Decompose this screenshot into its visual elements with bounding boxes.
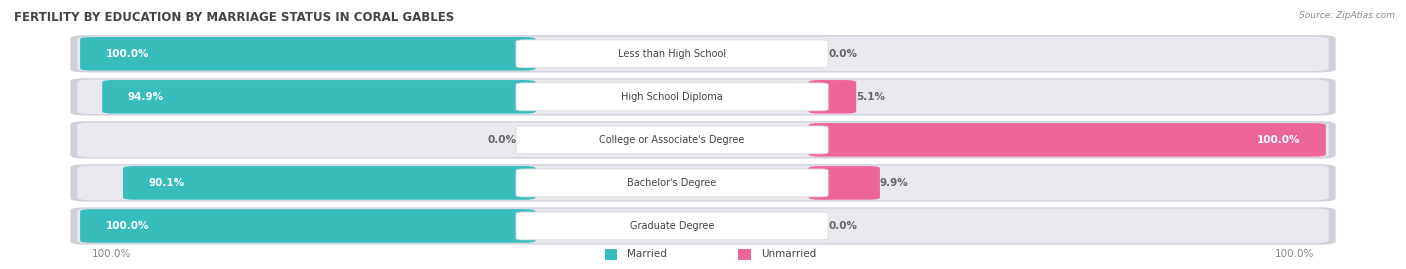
FancyBboxPatch shape (605, 249, 617, 260)
FancyBboxPatch shape (808, 166, 880, 200)
Text: Married: Married (627, 249, 666, 259)
FancyBboxPatch shape (516, 212, 828, 240)
Text: 100.0%: 100.0% (91, 249, 131, 259)
FancyBboxPatch shape (77, 123, 1329, 157)
Text: 100.0%: 100.0% (1275, 249, 1315, 259)
Text: 5.1%: 5.1% (856, 92, 886, 102)
Text: 90.1%: 90.1% (148, 178, 184, 188)
Text: 0.0%: 0.0% (828, 49, 858, 59)
FancyBboxPatch shape (77, 80, 1329, 114)
FancyBboxPatch shape (80, 37, 536, 70)
FancyBboxPatch shape (77, 209, 1329, 243)
FancyBboxPatch shape (70, 78, 1336, 115)
FancyBboxPatch shape (70, 164, 1336, 201)
Text: Bachelor's Degree: Bachelor's Degree (627, 178, 717, 188)
FancyBboxPatch shape (808, 80, 856, 114)
FancyBboxPatch shape (70, 121, 1336, 158)
Text: Source: ZipAtlas.com: Source: ZipAtlas.com (1299, 11, 1395, 20)
Text: 0.0%: 0.0% (486, 135, 516, 145)
FancyBboxPatch shape (77, 166, 1329, 200)
Text: 100.0%: 100.0% (1257, 135, 1301, 145)
Text: FERTILITY BY EDUCATION BY MARRIAGE STATUS IN CORAL GABLES: FERTILITY BY EDUCATION BY MARRIAGE STATU… (14, 11, 454, 24)
Text: 0.0%: 0.0% (828, 221, 858, 231)
FancyBboxPatch shape (738, 249, 751, 260)
Text: 94.9%: 94.9% (128, 92, 163, 102)
Text: Less than High School: Less than High School (619, 49, 725, 59)
Text: 100.0%: 100.0% (105, 221, 149, 231)
Text: Unmarried: Unmarried (761, 249, 815, 259)
Text: College or Associate's Degree: College or Associate's Degree (599, 135, 745, 145)
FancyBboxPatch shape (80, 209, 536, 243)
FancyBboxPatch shape (516, 169, 828, 197)
FancyBboxPatch shape (103, 80, 536, 114)
Text: 100.0%: 100.0% (105, 49, 149, 59)
FancyBboxPatch shape (122, 166, 536, 200)
FancyBboxPatch shape (516, 40, 828, 68)
FancyBboxPatch shape (808, 123, 1326, 157)
Text: 9.9%: 9.9% (880, 178, 908, 188)
FancyBboxPatch shape (70, 207, 1336, 245)
Text: Graduate Degree: Graduate Degree (630, 221, 714, 231)
Text: High School Diploma: High School Diploma (621, 92, 723, 102)
FancyBboxPatch shape (516, 126, 828, 154)
FancyBboxPatch shape (516, 83, 828, 111)
FancyBboxPatch shape (77, 37, 1329, 71)
FancyBboxPatch shape (70, 35, 1336, 72)
